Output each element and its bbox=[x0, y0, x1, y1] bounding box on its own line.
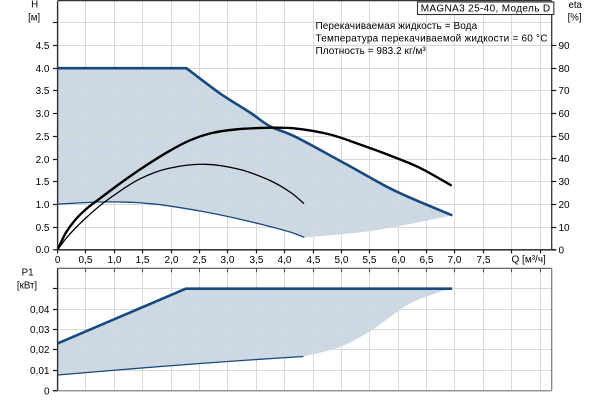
svg-text:5,5: 5,5 bbox=[363, 255, 377, 266]
svg-text:30: 30 bbox=[559, 177, 571, 188]
svg-text:2.5: 2.5 bbox=[36, 132, 50, 143]
svg-text:0,01: 0,01 bbox=[30, 366, 50, 377]
svg-text:90: 90 bbox=[559, 41, 571, 52]
svg-text:0.5: 0.5 bbox=[36, 223, 50, 234]
svg-text:20: 20 bbox=[559, 200, 571, 211]
svg-text:7,0: 7,0 bbox=[448, 255, 462, 266]
svg-text:70: 70 bbox=[559, 86, 571, 97]
svg-text:0.0: 0.0 bbox=[36, 245, 50, 256]
svg-text:6,0: 6,0 bbox=[392, 255, 406, 266]
svg-text:10: 10 bbox=[559, 223, 571, 234]
svg-text:4,0: 4,0 bbox=[278, 255, 292, 266]
svg-text:0,5: 0,5 bbox=[79, 255, 93, 266]
svg-text:60: 60 bbox=[559, 109, 571, 120]
svg-text:5,0: 5,0 bbox=[335, 255, 349, 266]
svg-text:MAGNA3 25-40, Модель D: MAGNA3 25-40, Модель D bbox=[421, 3, 551, 14]
svg-text:3.0: 3.0 bbox=[36, 109, 50, 120]
svg-text:1,5: 1,5 bbox=[136, 255, 150, 266]
svg-text:2.0: 2.0 bbox=[36, 155, 50, 166]
svg-text:0,02: 0,02 bbox=[30, 345, 50, 356]
svg-text:40: 40 bbox=[559, 154, 571, 165]
svg-text:2,5: 2,5 bbox=[193, 255, 207, 266]
svg-text:6,5: 6,5 bbox=[420, 255, 434, 266]
svg-text:Q [м³/ч]: Q [м³/ч] bbox=[512, 255, 547, 266]
svg-text:4,5: 4,5 bbox=[307, 255, 321, 266]
svg-text:0: 0 bbox=[44, 386, 50, 397]
svg-text:0,03: 0,03 bbox=[30, 325, 50, 336]
svg-text:Плотность = 983.2 кг/м³: Плотность = 983.2 кг/м³ bbox=[316, 46, 427, 57]
svg-text:3,0: 3,0 bbox=[221, 255, 235, 266]
svg-text:3.5: 3.5 bbox=[36, 86, 50, 97]
svg-text:1.0: 1.0 bbox=[36, 200, 50, 211]
svg-text:Перекачиваемая жидкость = Вода: Перекачиваемая жидкость = Вода bbox=[316, 21, 478, 32]
svg-text:0,04: 0,04 bbox=[30, 305, 50, 316]
svg-text:H: H bbox=[31, 0, 38, 10]
svg-text:[м]: [м] bbox=[28, 12, 40, 23]
svg-text:4.0: 4.0 bbox=[36, 64, 50, 75]
svg-text:[%]: [%] bbox=[568, 12, 582, 23]
svg-text:1.5: 1.5 bbox=[36, 177, 50, 188]
svg-text:7,5: 7,5 bbox=[477, 255, 491, 266]
svg-text:Температура перекачиваемой жид: Температура перекачиваемой жидкости = 60… bbox=[316, 34, 548, 45]
svg-text:P1: P1 bbox=[22, 267, 34, 278]
svg-text:1,0: 1,0 bbox=[108, 255, 122, 266]
svg-text:3,5: 3,5 bbox=[250, 255, 264, 266]
svg-text:80: 80 bbox=[559, 64, 571, 75]
svg-text:4.5: 4.5 bbox=[36, 41, 50, 52]
svg-text:[кВт]: [кВт] bbox=[17, 280, 37, 291]
svg-text:2,0: 2,0 bbox=[165, 255, 179, 266]
svg-text:eta: eta bbox=[568, 0, 582, 11]
svg-text:0: 0 bbox=[55, 255, 61, 266]
svg-text:50: 50 bbox=[559, 132, 571, 143]
svg-text:0: 0 bbox=[559, 246, 565, 257]
